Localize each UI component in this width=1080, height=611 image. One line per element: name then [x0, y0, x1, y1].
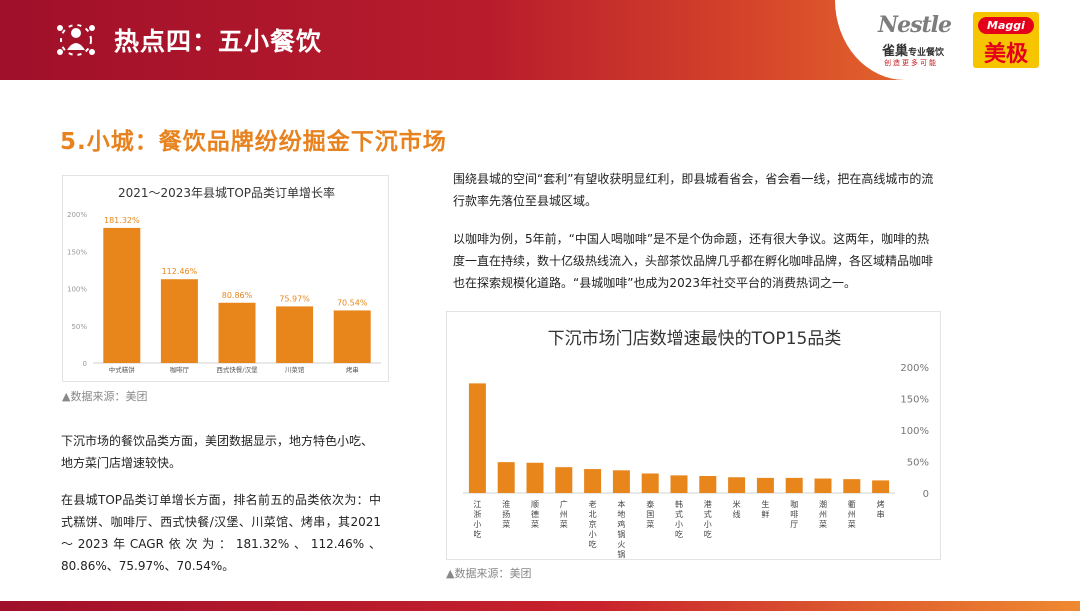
left-paragraph-1: 下沉市场的餐饮品类方面，美团数据显示，地方特色小吃、地方菜门店增速较快。: [61, 434, 374, 470]
bar: [468, 383, 486, 493]
bar: [103, 227, 141, 363]
x-tick-label: 西式快餐/汉堡: [216, 365, 258, 374]
x-tick-label: 淮扬菜: [502, 499, 510, 529]
x-tick-label: 咖啡厅: [790, 499, 798, 529]
bar: [526, 462, 544, 493]
network-people-icon: [57, 24, 95, 56]
nestle-logo: Nestle 雀巢专业餐饮 创造更多可能: [878, 12, 952, 67]
x-tick-label: 潮州菜: [819, 499, 827, 529]
bar: [756, 477, 774, 493]
y-tick-label: 150%: [67, 248, 87, 256]
county-growth-chart: 2021～2023年县城TOP品类订单增长率 0 50% 100% 150% 200% 1…: [62, 175, 389, 382]
x-tick-label: 顺德菜: [531, 500, 539, 529]
footer-bar: [0, 601, 1080, 611]
y-tick-label: 0: [923, 489, 929, 500]
x-tick-label: 米线: [733, 499, 741, 519]
bar: [497, 462, 515, 493]
x-tick-label: 老北京小吃: [589, 499, 597, 549]
data-label: 70.54%: [337, 298, 368, 307]
y-tick-label: 50%: [71, 323, 87, 331]
x-tick-label: 衢州菜: [848, 499, 856, 529]
top15-store-growth-chart-plot: 0 50% 100% 150% 200% 江浙小吃 淮扬菜 顺德菜 广州菜 老北京小吃 本地鸡锅火锅…: [463, 363, 929, 559]
x-tick-label: 川菜馆: [285, 365, 305, 374]
chart-source: ▲数据来源：美团: [446, 567, 532, 580]
bar: [814, 478, 832, 493]
bar: [555, 467, 573, 493]
y-tick-label: 200%: [900, 363, 929, 374]
x-tick-label: 生鲜: [761, 499, 769, 519]
y-tick-label: 0: [83, 360, 87, 368]
header-bar: 热点四：五小餐饮 Nestle 雀巢专业餐饮 创造更多可能 Maggi 美极: [0, 0, 1080, 80]
x-tick-label: 广州菜: [560, 499, 568, 529]
data-label: 75.97%: [279, 294, 310, 303]
county-growth-chart-plot: 0 50% 100% 150% 200% 181.32% 中式糕饼 112.46% 咖啡厅 80.…: [67, 211, 381, 374]
right-paragraph-2: 以咖啡为例，5年前，“中国人喝咖啡”是不是个伪命题，还有很大争议。这两年，咖啡的…: [453, 232, 934, 290]
page-title: 热点四：五小餐饮: [114, 27, 323, 56]
section-title: 5.小城：餐饮品牌纷纷掘金下沉市场: [60, 129, 447, 155]
bar: [218, 302, 256, 363]
maggi-logo: Maggi 美极: [973, 12, 1039, 68]
data-label: 112.46%: [162, 267, 198, 276]
bar: [276, 306, 314, 363]
bar: [872, 480, 890, 493]
chart-source: ▲数据来源：美团: [62, 390, 148, 403]
logo-area: [835, 0, 1080, 80]
chart-title: 下沉市场门店数增速最快的TOP15品类: [547, 329, 842, 349]
x-tick-label: 烤串: [346, 365, 359, 374]
left-paragraph-2: 在县城TOP品类订单增长方面，排名前五的品类依次为：中式糕饼、咖啡厅、西式快餐/…: [61, 493, 381, 573]
bar: [584, 469, 602, 493]
x-tick-label: 烤串: [877, 499, 885, 519]
x-tick-label: 江浙小吃: [473, 500, 481, 539]
x-tick-label: 韩式小吃: [675, 499, 683, 539]
x-tick-label: 港式小吃: [704, 499, 712, 539]
x-tick-label: 本地鸡锅火锅: [617, 499, 625, 559]
x-tick-label: 泰国菜: [646, 499, 654, 529]
y-tick-label: 150%: [900, 395, 929, 406]
y-tick-label: 100%: [67, 286, 87, 294]
right-paragraph-1: 围绕县城的空间“套利”有望收获明显红利，即县城看省会，省会看一线，把在高线城市的…: [453, 172, 934, 208]
y-tick-label: 200%: [67, 211, 87, 219]
bar: [612, 470, 630, 493]
x-tick-label: 中式糕饼: [109, 365, 135, 374]
x-tick-label: 咖啡厅: [170, 365, 190, 374]
data-label: 80.86%: [222, 291, 253, 300]
bar: [670, 475, 688, 493]
bar: [160, 279, 198, 363]
data-label: 181.32%: [104, 216, 140, 225]
bar: [641, 473, 659, 493]
bar: [333, 310, 371, 363]
bar: [728, 477, 746, 493]
top15-store-growth-chart: 下沉市场门店数增速最快的TOP15品类 0 50% 100% 150% 200% 江浙小吃…: [446, 311, 941, 560]
chart-title: 2021～2023年县城TOP品类订单增长率: [117, 186, 336, 200]
bar: [843, 479, 861, 493]
y-tick-label: 100%: [900, 426, 929, 437]
bar: [699, 475, 717, 493]
bar: [785, 477, 803, 493]
y-tick-label: 50%: [907, 458, 929, 469]
